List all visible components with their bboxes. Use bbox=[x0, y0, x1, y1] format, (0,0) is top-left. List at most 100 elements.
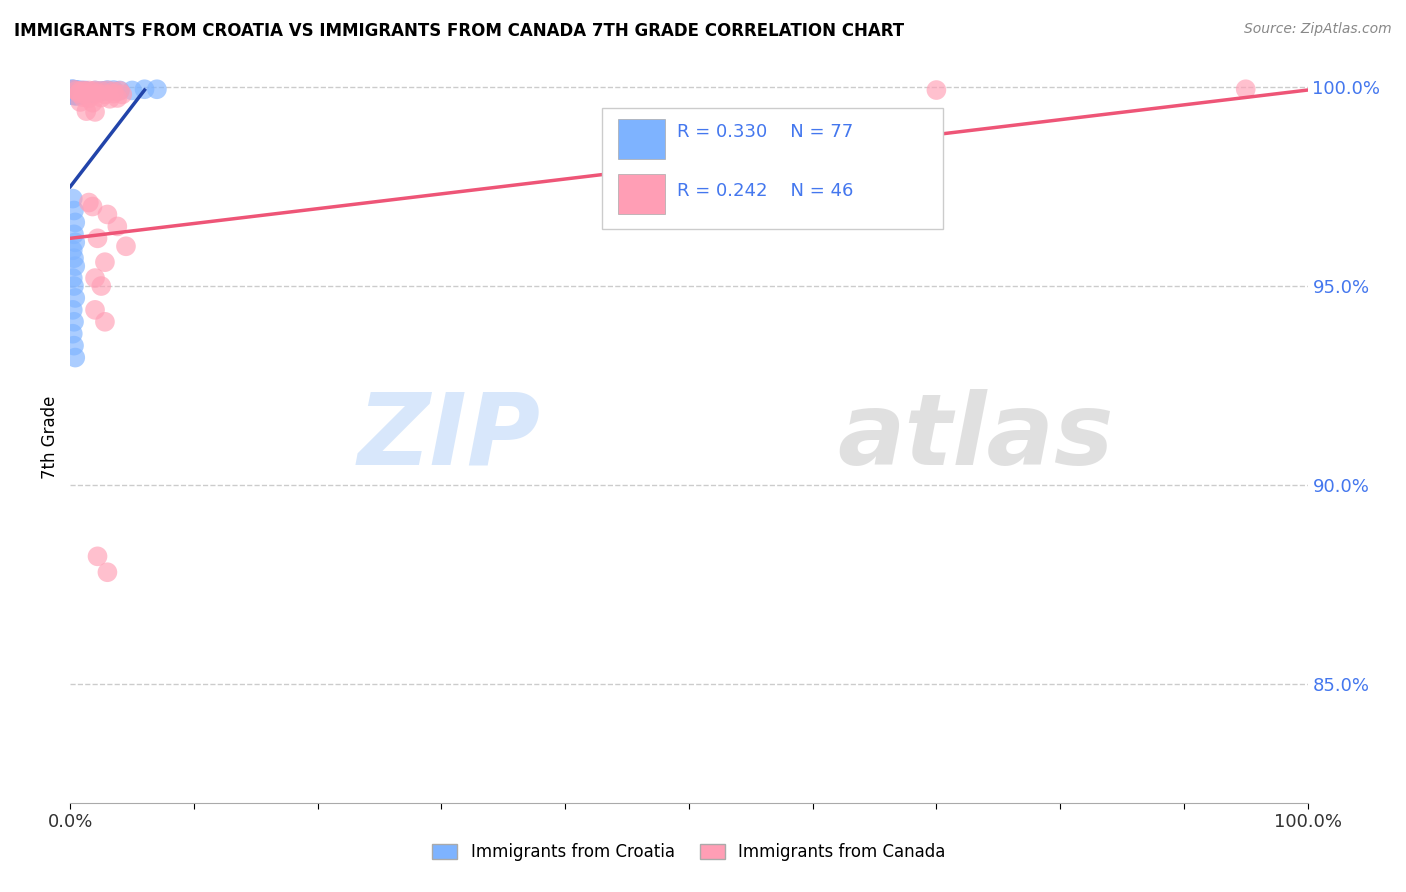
Point bbox=[70, 83, 93, 97]
Point bbox=[62, 244, 84, 258]
Point bbox=[94, 84, 117, 98]
Point bbox=[84, 83, 107, 97]
Point bbox=[62, 83, 84, 97]
Point bbox=[62, 192, 84, 206]
Point bbox=[62, 84, 84, 98]
Point bbox=[925, 83, 948, 97]
Point bbox=[84, 271, 107, 285]
Point bbox=[63, 88, 86, 103]
Point bbox=[84, 104, 107, 119]
Point bbox=[62, 271, 84, 285]
Point bbox=[63, 82, 86, 96]
Point bbox=[90, 279, 112, 293]
Point bbox=[67, 85, 90, 99]
Point bbox=[90, 84, 112, 98]
FancyBboxPatch shape bbox=[619, 174, 665, 214]
Point bbox=[98, 92, 121, 106]
Point bbox=[67, 84, 90, 98]
Point bbox=[90, 84, 112, 98]
Point bbox=[77, 91, 100, 105]
Point bbox=[60, 87, 83, 102]
Point bbox=[63, 227, 86, 242]
Point bbox=[75, 83, 97, 97]
FancyBboxPatch shape bbox=[602, 108, 942, 228]
Point bbox=[96, 566, 118, 580]
Text: ZIP: ZIP bbox=[357, 389, 540, 485]
Point bbox=[65, 83, 87, 97]
Point bbox=[77, 86, 100, 100]
Point bbox=[65, 215, 87, 229]
Legend: Immigrants from Croatia, Immigrants from Canada: Immigrants from Croatia, Immigrants from… bbox=[426, 837, 952, 868]
Point bbox=[86, 549, 108, 564]
Point bbox=[60, 84, 83, 98]
Point bbox=[69, 84, 91, 98]
Point bbox=[73, 85, 96, 99]
Text: atlas: atlas bbox=[838, 389, 1114, 485]
Point bbox=[103, 84, 125, 98]
Point bbox=[75, 87, 97, 102]
Point bbox=[77, 83, 100, 97]
Point bbox=[103, 83, 125, 97]
Point bbox=[84, 83, 107, 97]
Point bbox=[1234, 82, 1257, 96]
Point bbox=[121, 83, 143, 97]
Point bbox=[63, 87, 86, 101]
Point bbox=[105, 91, 128, 105]
Point bbox=[84, 302, 107, 317]
Point bbox=[111, 87, 134, 102]
Point bbox=[94, 315, 117, 329]
Point bbox=[63, 279, 86, 293]
Point bbox=[86, 85, 108, 99]
Point bbox=[69, 84, 91, 98]
Text: IMMIGRANTS FROM CROATIA VS IMMIGRANTS FROM CANADA 7TH GRADE CORRELATION CHART: IMMIGRANTS FROM CROATIA VS IMMIGRANTS FR… bbox=[14, 22, 904, 40]
Point bbox=[62, 87, 84, 101]
Point bbox=[62, 88, 84, 103]
Point bbox=[86, 231, 108, 245]
Point bbox=[70, 85, 93, 99]
Point bbox=[67, 87, 90, 101]
Point bbox=[82, 87, 104, 102]
FancyBboxPatch shape bbox=[619, 119, 665, 159]
Point bbox=[96, 83, 118, 97]
Point bbox=[62, 302, 84, 317]
Point bbox=[65, 84, 87, 98]
Point bbox=[70, 87, 93, 102]
Point bbox=[65, 83, 87, 97]
Point bbox=[115, 239, 138, 253]
Point bbox=[63, 338, 86, 352]
Point bbox=[72, 83, 94, 97]
Point bbox=[63, 82, 86, 96]
Point bbox=[60, 87, 83, 101]
Point bbox=[94, 255, 117, 269]
Point bbox=[82, 95, 104, 110]
Point bbox=[62, 86, 84, 100]
Point bbox=[96, 83, 118, 97]
Point bbox=[146, 82, 169, 96]
Point bbox=[72, 85, 94, 99]
Text: Source: ZipAtlas.com: Source: ZipAtlas.com bbox=[1244, 22, 1392, 37]
Point bbox=[66, 87, 89, 101]
Point bbox=[67, 87, 90, 101]
Point bbox=[108, 84, 131, 98]
Point bbox=[60, 85, 83, 99]
Point bbox=[62, 82, 84, 96]
Text: R = 0.330    N = 77: R = 0.330 N = 77 bbox=[676, 123, 853, 141]
Point bbox=[66, 85, 89, 99]
Point bbox=[66, 89, 89, 103]
Point bbox=[65, 84, 87, 98]
Point bbox=[63, 203, 86, 218]
Point bbox=[65, 87, 87, 102]
Point bbox=[75, 84, 97, 98]
Point bbox=[86, 87, 108, 101]
Point bbox=[66, 83, 89, 97]
Point bbox=[82, 84, 104, 98]
Point bbox=[105, 219, 128, 234]
Point bbox=[72, 90, 94, 104]
Point bbox=[75, 104, 97, 119]
Point bbox=[72, 84, 94, 98]
Point bbox=[65, 351, 87, 365]
Point bbox=[63, 83, 86, 97]
Y-axis label: 7th Grade: 7th Grade bbox=[41, 395, 59, 479]
Point bbox=[60, 82, 83, 96]
Point bbox=[69, 95, 91, 109]
